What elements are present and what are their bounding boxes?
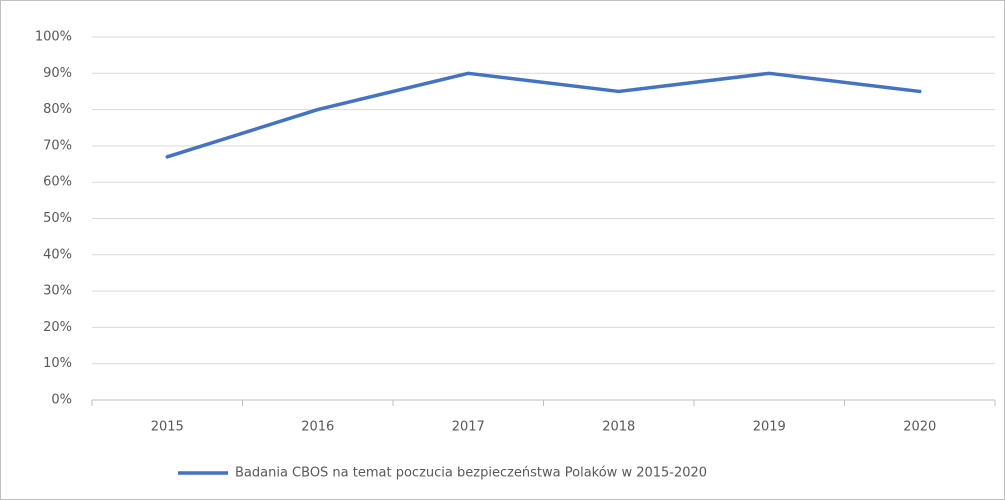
- y-tick-label: 0%: [51, 393, 72, 408]
- x-tick-label: 2018: [602, 420, 635, 435]
- y-tick-label: 60%: [43, 175, 72, 190]
- y-tick-label: 20%: [43, 320, 72, 335]
- y-tick-label: 50%: [43, 211, 72, 226]
- y-tick-label: 30%: [43, 284, 72, 299]
- y-tick-label: 70%: [43, 138, 72, 153]
- x-tick-label: 2020: [903, 420, 936, 435]
- y-tick-label: 40%: [43, 247, 72, 262]
- x-tick-label: 2019: [753, 420, 786, 435]
- legend-label: Badania CBOS na temat poczucia bezpiecze…: [235, 466, 707, 481]
- x-tick-label: 2016: [301, 420, 334, 435]
- x-tick-label: 2017: [452, 420, 485, 435]
- y-tick-label: 80%: [43, 102, 72, 117]
- y-tick-label: 10%: [43, 356, 72, 371]
- y-tick-label: 100%: [35, 30, 72, 45]
- data-line: [165, 71, 922, 159]
- y-tick-label: 90%: [43, 66, 72, 81]
- x-tick-label: 2015: [151, 420, 184, 435]
